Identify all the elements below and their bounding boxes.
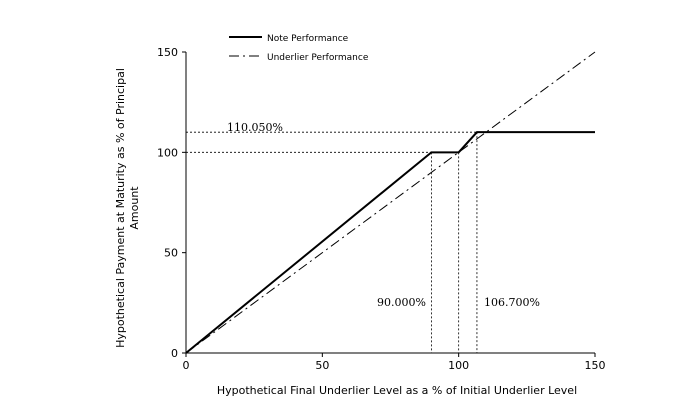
- y-tick-label: 0: [171, 347, 178, 360]
- y-tick-label: 100: [157, 146, 178, 159]
- y-tick-label: 50: [164, 247, 178, 260]
- ticks: 0 50 100 150 0 50 100 150: [157, 46, 606, 372]
- reference-lines: [186, 131, 478, 353]
- legend-label-underlier: Underlier Performance: [267, 53, 369, 63]
- x-tick-label: 100: [448, 359, 469, 372]
- axes: [185, 52, 595, 354]
- cap-annotation: 110.050%: [227, 121, 283, 134]
- buffer-annotation: 90.000%: [377, 296, 426, 309]
- y-tick-label: 150: [157, 46, 178, 59]
- upside-annotation: 106.700%: [484, 296, 540, 309]
- underlier-performance-line: [185, 51, 596, 354]
- x-tick-label: 50: [315, 359, 329, 372]
- y-axis-label-line1: Hypothetical Payment at Maturity as % of…: [114, 68, 127, 348]
- note-performance-line: [185, 131, 595, 354]
- x-tick-label: 0: [183, 359, 190, 372]
- legend: Note Performance Underlier Performance: [229, 34, 369, 63]
- x-tick-label: 150: [585, 359, 606, 372]
- series-layer: [185, 51, 596, 354]
- legend-label-note: Note Performance: [267, 34, 349, 44]
- y-axis-label-line2: Amount: [128, 186, 141, 230]
- x-axis-label: Hypothetical Final Underlier Level as a …: [217, 384, 577, 397]
